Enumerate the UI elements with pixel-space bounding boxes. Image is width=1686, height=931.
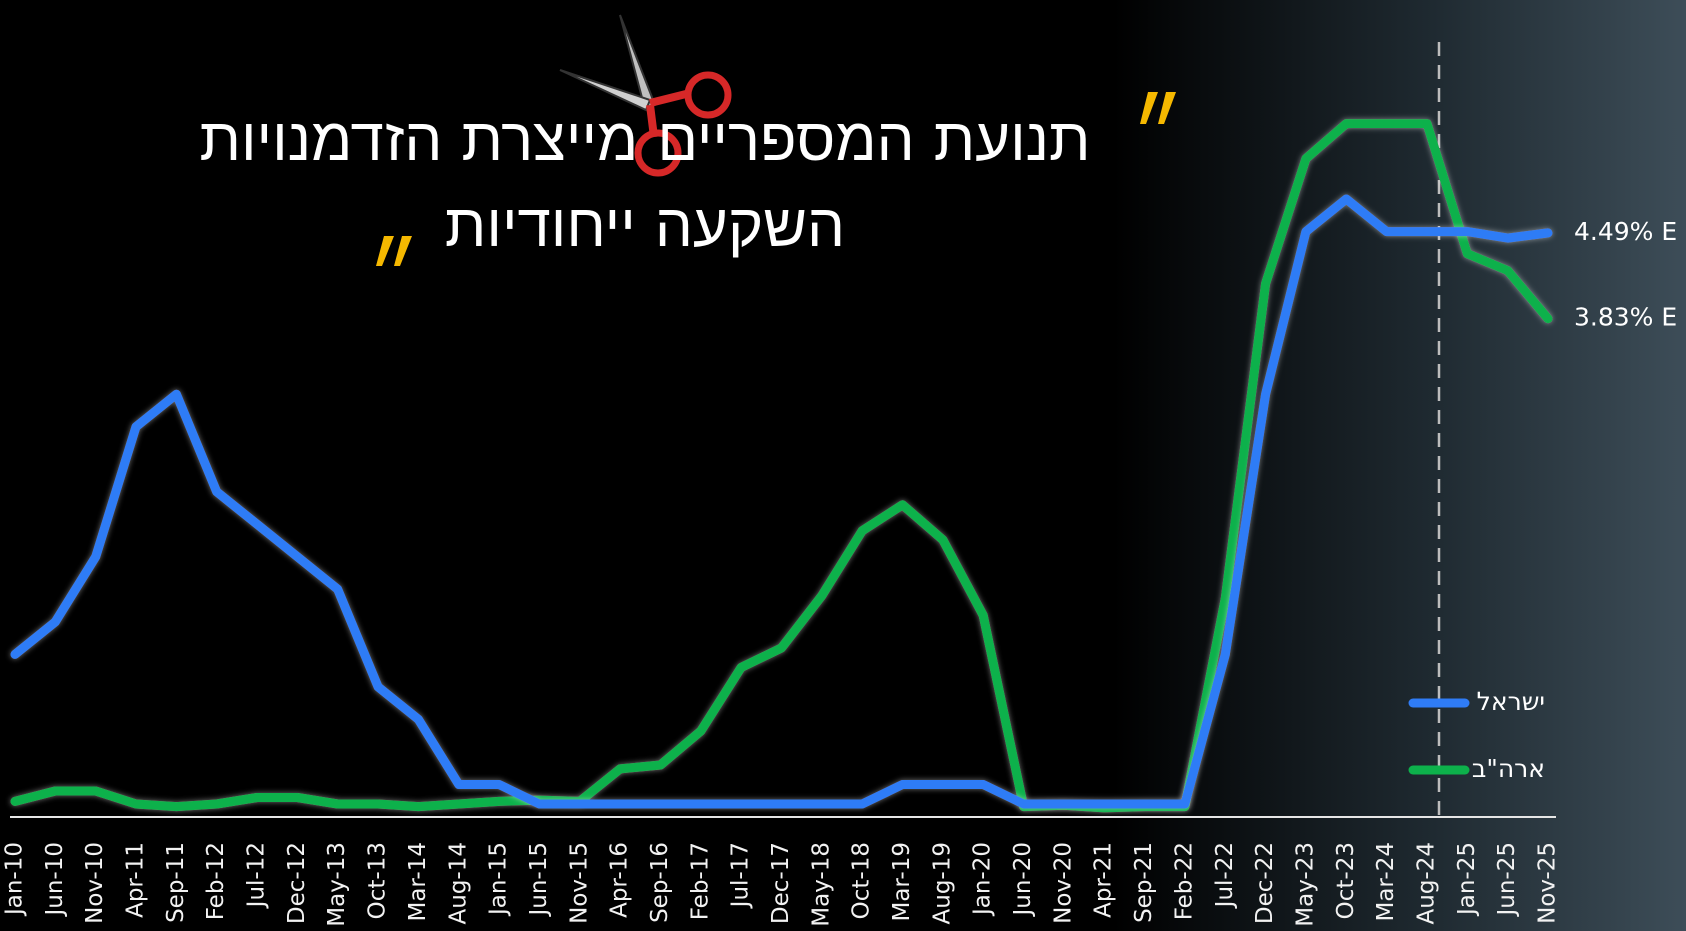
x-tick-label: Jan-15 bbox=[486, 842, 512, 917]
x-tick-label: Oct-13 bbox=[365, 842, 391, 919]
x-tick-label: Apr-16 bbox=[607, 842, 633, 918]
x-tick-label: Feb-17 bbox=[687, 842, 713, 920]
series-line bbox=[10, 119, 1553, 813]
x-tick-label: Jan-10 bbox=[2, 842, 28, 917]
end-value-label: 3.83% E bbox=[1574, 303, 1677, 332]
x-tick-label: Apr-11 bbox=[123, 842, 149, 918]
x-tick-label: Nov-20 bbox=[1050, 842, 1076, 924]
x-tick-label: Jun-25 bbox=[1494, 842, 1520, 918]
x-tick-label: May-18 bbox=[808, 842, 834, 927]
x-tick-label: Jul-22 bbox=[1212, 842, 1238, 909]
x-tick-label: Oct-18 bbox=[849, 842, 875, 919]
scissors-icon bbox=[559, 14, 732, 177]
x-tick-label: Jan-20 bbox=[970, 842, 996, 917]
x-tick-label: Sep-21 bbox=[1131, 842, 1157, 923]
x-tick-label: Mar-14 bbox=[405, 842, 431, 922]
series-line bbox=[10, 194, 1553, 809]
x-tick-label: Dec-17 bbox=[768, 842, 794, 924]
x-tick-label: Mar-24 bbox=[1373, 842, 1399, 922]
x-tick-label: Nov-10 bbox=[82, 842, 108, 924]
x-tick-label: May-13 bbox=[324, 842, 350, 927]
x-tick-label: Apr-21 bbox=[1091, 842, 1117, 918]
x-tick-label: Nov-15 bbox=[566, 842, 592, 924]
x-tick-label: Aug-14 bbox=[445, 842, 471, 924]
x-tick-label: Jun-10 bbox=[42, 842, 68, 918]
x-tick-label: Aug-24 bbox=[1413, 842, 1439, 924]
x-tick-label: Dec-12 bbox=[284, 842, 310, 924]
x-tick-label: Feb-22 bbox=[1171, 842, 1197, 920]
x-tick-label: Jun-15 bbox=[526, 842, 552, 918]
x-tick-label: Feb-12 bbox=[203, 842, 229, 920]
x-tick-label: Nov-25 bbox=[1535, 842, 1561, 924]
title-line: השקעה ייחודיות bbox=[445, 191, 845, 261]
x-tick-label: Aug-19 bbox=[929, 842, 955, 924]
x-tick-label: Jul-12 bbox=[244, 842, 270, 909]
x-tick-label: Jan-25 bbox=[1454, 842, 1480, 917]
legend-label: ישראל bbox=[1477, 687, 1545, 716]
x-tick-label: Sep-16 bbox=[647, 842, 673, 923]
legend-label: ארה"ב bbox=[1472, 754, 1545, 783]
quote-mark bbox=[376, 92, 1176, 266]
title-line: תנועת המספריים מייצרת הזדמנויות bbox=[200, 105, 1091, 175]
end-value-label: 4.49% E bbox=[1574, 217, 1677, 246]
x-tick-label: May-23 bbox=[1292, 842, 1318, 927]
x-tick-label: Dec-22 bbox=[1252, 842, 1278, 924]
x-tick-label: Oct-23 bbox=[1333, 842, 1359, 919]
x-tick-label: Jun-20 bbox=[1010, 842, 1036, 918]
x-tick-label: Mar-19 bbox=[889, 842, 915, 922]
x-tick-label: Sep-11 bbox=[163, 842, 189, 923]
x-tick-label: Jul-17 bbox=[728, 842, 754, 909]
